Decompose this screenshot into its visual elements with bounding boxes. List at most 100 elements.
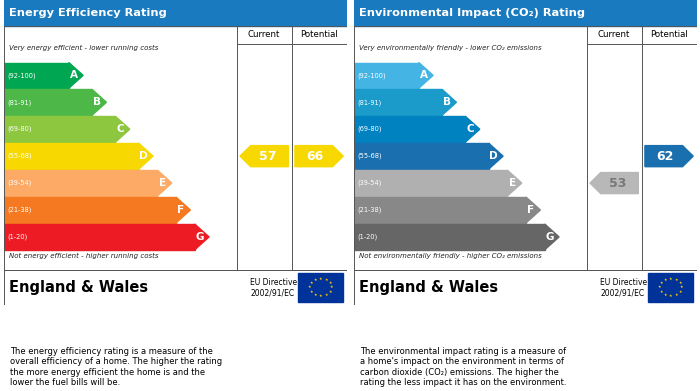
Text: F: F [177,205,184,215]
Text: ★: ★ [659,281,663,285]
Text: Current: Current [598,30,631,39]
Text: ★: ★ [678,281,682,285]
Bar [648,273,693,302]
Text: Potential: Potential [650,30,688,39]
Bar [4,270,346,305]
Polygon shape [69,63,83,88]
Polygon shape [176,197,190,223]
Text: (21-38): (21-38) [8,207,32,213]
Text: B: B [443,97,451,107]
Text: Very energy efficient - lower running costs: Very energy efficient - lower running co… [8,45,158,51]
Bar [354,270,696,305]
Polygon shape [92,90,106,115]
Text: ★: ★ [309,281,313,285]
Polygon shape [645,145,693,167]
Text: ★: ★ [678,290,682,294]
Text: The energy efficiency rating is a measure of the
overall efficiency of a home. T: The energy efficiency rating is a measur… [10,347,223,387]
Polygon shape [508,170,522,196]
Text: (92-100): (92-100) [8,72,36,79]
Polygon shape [139,143,153,169]
Polygon shape [466,117,480,142]
Bar [354,63,419,88]
Polygon shape [442,90,456,115]
Bar [4,90,92,115]
Bar [354,90,442,115]
Text: G: G [195,232,204,242]
Text: England & Wales: England & Wales [358,280,498,295]
Bar [354,0,696,26]
Bar [354,224,545,250]
Bar [354,26,696,270]
Bar [4,0,346,26]
Text: ★: ★ [328,290,332,294]
Text: ★: ★ [680,285,683,289]
Text: ★: ★ [659,290,663,294]
Text: (69-80): (69-80) [8,126,32,133]
Text: ★: ★ [330,285,333,289]
Text: (21-38): (21-38) [358,207,382,213]
Text: A: A [419,70,428,81]
Text: 66: 66 [307,150,324,163]
Polygon shape [526,197,540,223]
Text: 53: 53 [610,177,627,190]
Text: ★: ★ [669,294,673,298]
Bar [354,270,696,305]
Text: ★: ★ [314,278,317,282]
Text: (81-91): (81-91) [358,99,382,106]
Bar [354,170,508,196]
Text: 57: 57 [259,150,276,163]
Text: ★: ★ [328,281,332,285]
Bar [4,197,176,223]
Bar [298,273,343,302]
Text: (81-91): (81-91) [8,99,32,106]
Polygon shape [116,117,130,142]
Text: (1-20): (1-20) [8,234,28,240]
Bar [4,63,69,88]
Bar [4,117,116,142]
Text: Very environmentally friendly - lower CO₂ emissions: Very environmentally friendly - lower CO… [358,45,541,51]
Polygon shape [545,224,559,250]
Text: ★: ★ [675,293,678,297]
Text: ★: ★ [664,278,667,282]
Text: Energy Efficiency Rating: Energy Efficiency Rating [8,8,167,18]
Text: C: C [466,124,474,134]
Text: Potential: Potential [300,30,338,39]
Text: ★: ★ [319,276,323,281]
Text: ★: ★ [319,294,323,298]
Bar [4,143,139,169]
Text: Environmental Impact (CO₂) Rating: Environmental Impact (CO₂) Rating [358,8,584,18]
Text: ★: ★ [309,290,313,294]
Text: ★: ★ [658,285,662,289]
Text: (55-68): (55-68) [8,153,32,160]
Text: E: E [159,178,166,188]
Text: Not environmentally friendly - higher CO₂ emissions: Not environmentally friendly - higher CO… [358,253,541,258]
Bar [4,170,158,196]
Polygon shape [419,63,433,88]
Bar [354,197,526,223]
Text: EU Directive
2002/91/EC: EU Directive 2002/91/EC [601,278,648,297]
Text: C: C [116,124,124,134]
Text: A: A [69,70,78,81]
Text: Current: Current [248,30,281,39]
Text: England & Wales: England & Wales [8,280,148,295]
Bar [4,26,346,270]
Text: ★: ★ [664,293,667,297]
Text: (39-54): (39-54) [358,180,382,187]
Text: ★: ★ [325,278,328,282]
Polygon shape [295,145,343,167]
Polygon shape [158,170,172,196]
Text: E: E [509,178,516,188]
Text: ★: ★ [325,293,328,297]
Bar [354,26,696,270]
Bar [4,26,346,270]
Text: ★: ★ [314,293,317,297]
Text: ★: ★ [675,278,678,282]
Text: ★: ★ [669,276,673,281]
Text: D: D [489,151,498,161]
Text: 62: 62 [657,150,674,163]
Text: EU Directive
2002/91/EC: EU Directive 2002/91/EC [251,278,298,297]
Bar [4,224,195,250]
Text: (69-80): (69-80) [358,126,382,133]
Bar [4,270,346,305]
Text: F: F [527,205,534,215]
